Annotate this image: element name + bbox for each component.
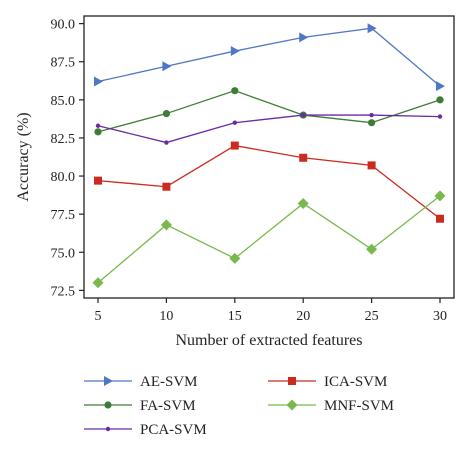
data-point-ica-svm: [94, 176, 102, 185]
data-point-mnf-svm: [229, 252, 241, 264]
data-point-fa-svm: [231, 87, 239, 95]
data-point-pca-svm: [369, 112, 374, 118]
data-point-pca-svm: [301, 112, 306, 118]
legend-marker-ae-svm: [104, 376, 113, 386]
data-point-ae-svm: [299, 32, 309, 43]
series-line-ae-svm: [97, 27, 441, 87]
series-pca-svm: [95, 112, 443, 145]
data-point-mnf-svm: [366, 243, 378, 255]
legend-item-ica-svm: ICA-SVM: [268, 374, 387, 390]
legend-label-ae-svm: AE-SVM: [140, 374, 198, 390]
legend-marker-ica-svm: [288, 377, 296, 385]
series-ae-svm: [94, 23, 445, 92]
data-point-mnf-svm: [434, 190, 446, 202]
legend-label-mnf-svm: MNF-SVM: [324, 398, 394, 414]
y-tick-label: 77.5: [51, 208, 76, 223]
x-tick-label: 30: [433, 309, 447, 324]
series-ica-svm: [94, 141, 444, 223]
legend-label-fa-svm: FA-SVM: [140, 398, 196, 414]
data-point-mnf-svm: [92, 277, 104, 289]
x-tick-label: 10: [159, 309, 173, 324]
y-tick-label: 87.5: [51, 56, 76, 71]
legend-item-mnf-svm: MNF-SVM: [268, 398, 394, 414]
series-line-pca-svm: [97, 114, 441, 144]
y-tick-label: 82.5: [51, 132, 76, 147]
data-point-fa-svm: [436, 96, 444, 104]
data-point-ica-svm: [299, 153, 308, 162]
y-axis-title: Accuracy (%): [15, 112, 32, 201]
x-tick-label: 20: [296, 309, 310, 324]
x-tick-label: 25: [365, 309, 379, 324]
y-tick-label: 75.0: [51, 246, 76, 261]
series-mnf-svm: [92, 190, 446, 289]
data-point-fa-svm: [94, 128, 102, 136]
legend: AE-SVM FA-SVM PCA-SVM ICA-SVM MNF-SVM: [84, 374, 394, 438]
data-point-ae-svm: [367, 23, 377, 34]
chart-axes: 72.5 75.0 77.5 80.0 82.5 85.0 87.5 90.0 5 10 15 20 2…: [51, 18, 448, 324]
y-tick-label: 90.0: [51, 18, 76, 33]
series-line-ica-svm: [97, 144, 441, 220]
legend-marker-fa-svm: [104, 401, 112, 409]
legend-item-pca-svm: PCA-SVM: [84, 422, 207, 438]
data-point-mnf-svm: [160, 219, 172, 231]
x-axis-title: Number of extracted features: [175, 332, 362, 349]
legend-label-ica-svm: ICA-SVM: [324, 374, 387, 390]
data-point-fa-svm: [368, 119, 376, 127]
plot-area: [83, 15, 455, 299]
data-point-mnf-svm: [297, 197, 309, 209]
series-line-fa-svm: [97, 90, 441, 133]
legend-marker-mnf-svm: [286, 399, 298, 411]
y-tick-label: 85.0: [51, 94, 76, 109]
chart-marks: [92, 23, 446, 289]
legend-item-fa-svm: FA-SVM: [84, 398, 196, 414]
data-point-ae-svm: [162, 61, 172, 72]
legend-label-pca-svm: PCA-SVM: [140, 422, 207, 438]
y-tick-label: 72.5: [51, 284, 76, 299]
data-point-ae-svm: [94, 76, 103, 87]
x-tick-label: 5: [95, 309, 102, 324]
data-point-pca-svm: [164, 140, 169, 145]
y-tick-label: 80.0: [51, 170, 76, 185]
x-tick-label: 15: [228, 309, 242, 324]
data-point-pca-svm: [232, 120, 237, 125]
legend-item-ae-svm: AE-SVM: [84, 374, 198, 390]
data-point-ica-svm: [367, 161, 376, 170]
data-point-fa-svm: [162, 109, 170, 118]
data-point-ae-svm: [436, 81, 445, 92]
series-line-mnf-svm: [97, 195, 441, 284]
data-point-pca-svm: [95, 123, 101, 128]
data-point-ica-svm: [230, 141, 239, 150]
data-point-ica-svm: [162, 182, 171, 191]
data-point-ica-svm: [436, 214, 444, 223]
plot-frame: [83, 15, 455, 299]
series-fa-svm: [94, 87, 444, 136]
data-point-ae-svm: [230, 46, 240, 57]
legend-marker-pca-svm: [105, 426, 111, 432]
data-point-pca-svm: [437, 114, 443, 119]
